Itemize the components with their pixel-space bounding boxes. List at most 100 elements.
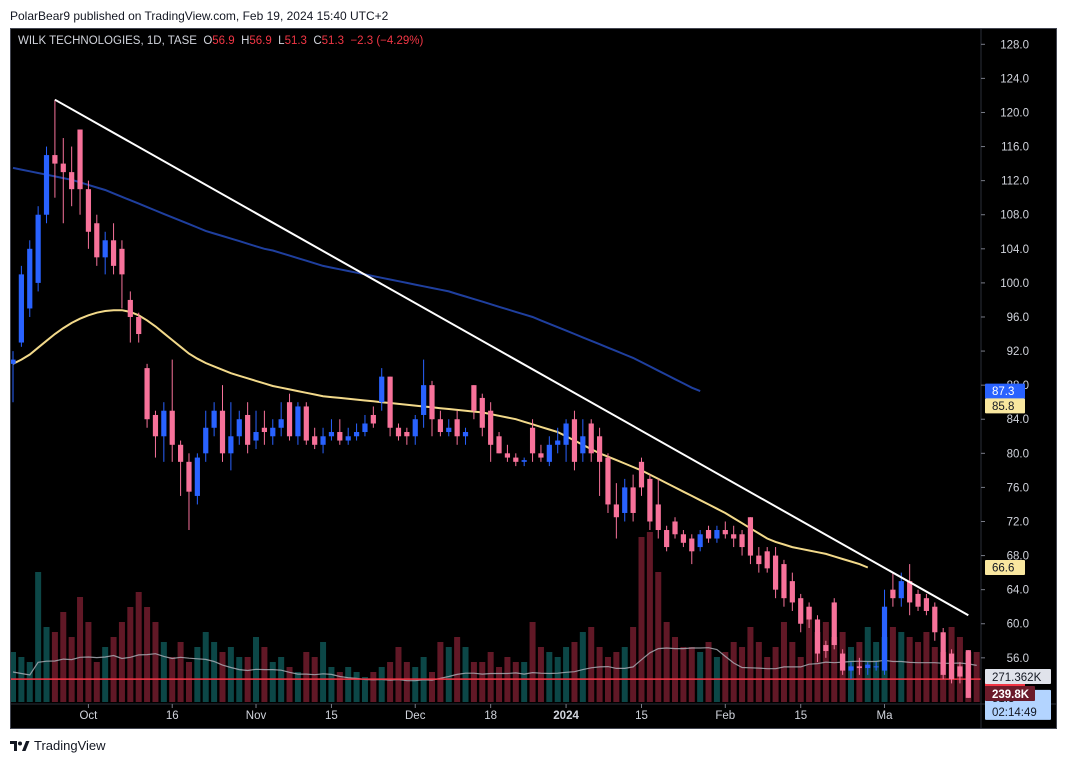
volume-bar xyxy=(588,627,595,702)
volume-bar xyxy=(77,597,84,702)
symbol-name: WILK TECHNOLOGIES, 1D, TASE xyxy=(18,35,197,47)
volume-bar xyxy=(328,667,335,702)
candle-body xyxy=(655,504,661,531)
volume-bar xyxy=(60,612,67,702)
candle-body xyxy=(823,645,829,652)
volume-bar xyxy=(772,647,779,702)
candle-body xyxy=(630,487,636,513)
candle-body xyxy=(387,376,393,428)
candle-body xyxy=(312,436,318,445)
close-value: 51.3 xyxy=(321,35,345,47)
volume-bar xyxy=(462,647,469,702)
candle-body xyxy=(278,419,284,428)
volume-bar xyxy=(487,652,494,702)
volume-bar xyxy=(688,647,695,702)
open-value: 56.9 xyxy=(212,35,235,47)
candle-body xyxy=(211,410,217,428)
volume-bar xyxy=(621,647,628,702)
x-tick-label: 15 xyxy=(635,710,648,722)
x-tick-label: 16 xyxy=(166,710,179,722)
volume-bar xyxy=(127,607,134,702)
candle-body xyxy=(948,653,955,680)
volume-bar xyxy=(722,652,729,702)
candle-body xyxy=(437,419,443,433)
x-tick-label: Dec xyxy=(405,710,426,722)
volume-bar xyxy=(923,632,930,702)
candle-body xyxy=(102,240,108,258)
volume-bar xyxy=(227,647,234,702)
sma-fast-price-tag-bg xyxy=(985,560,1025,576)
candle-body xyxy=(496,436,502,454)
candle-body xyxy=(337,432,343,441)
candle-body xyxy=(504,453,511,458)
candle-body xyxy=(781,564,787,599)
x-tick-label: Ma xyxy=(877,710,894,722)
countdown-tag: 02:14:49 xyxy=(992,707,1037,719)
y-tick-label: 68.0 xyxy=(1007,551,1029,563)
candle-body xyxy=(161,410,167,437)
candle-body xyxy=(580,436,586,454)
sma-fast-upper-price-tag: 85.8 xyxy=(992,401,1014,413)
low-label: L xyxy=(278,35,285,47)
y-tick-label: 64.0 xyxy=(1007,585,1029,597)
trendline xyxy=(54,98,969,617)
candle-body xyxy=(119,248,125,275)
volume-bar xyxy=(336,672,343,702)
volume-bar xyxy=(806,607,813,702)
volume-bar xyxy=(51,632,58,702)
tradingview-footer: TradingView xyxy=(10,736,106,756)
y-tick-label: 72.0 xyxy=(1007,516,1029,528)
candle-body xyxy=(915,593,921,607)
candlestick-chart[interactable]: 56.060.064.068.072.076.080.084.088.092.0… xyxy=(11,29,1056,728)
candle-body xyxy=(605,457,611,505)
volume-bar xyxy=(496,667,503,702)
volume-bar xyxy=(613,652,620,702)
candle-body xyxy=(127,299,133,317)
candle-body xyxy=(714,530,720,539)
candle-body xyxy=(136,316,142,335)
candle-body xyxy=(219,410,226,454)
candle-body xyxy=(152,414,159,437)
volume-bar xyxy=(563,647,570,702)
candle-body xyxy=(680,534,686,543)
volume-bar xyxy=(85,622,92,702)
volume-bar xyxy=(202,632,209,702)
candle-body xyxy=(228,436,234,454)
chart-pane[interactable]: WILK TECHNOLOGIES, 1D, TASE O56.9 H56.9 … xyxy=(10,28,1057,729)
y-tick-label: 116.0 xyxy=(1001,142,1029,154)
volume-bar xyxy=(135,592,142,702)
candle-body xyxy=(965,650,971,698)
candle-body xyxy=(454,419,460,437)
volume-bar xyxy=(512,662,519,702)
candle-body xyxy=(43,155,50,215)
change-value: −2.3 (−4.29%) xyxy=(350,35,424,47)
volume-ma-tag: 271.362K xyxy=(992,672,1042,684)
volume-bar xyxy=(185,662,192,702)
candle-body xyxy=(462,432,469,437)
candle-body xyxy=(571,419,578,462)
volume-bar xyxy=(680,647,687,702)
volume-bar xyxy=(789,642,796,702)
volume-bar xyxy=(973,652,980,702)
candle-body xyxy=(806,606,812,620)
y-tick-label: 92.0 xyxy=(1007,346,1029,358)
candle-body xyxy=(521,460,527,462)
candle-body xyxy=(555,440,561,445)
candle-body xyxy=(35,214,41,283)
x-tick-label: 18 xyxy=(484,710,497,722)
candle-body xyxy=(873,666,879,668)
candle-body xyxy=(69,172,75,190)
candle-body xyxy=(840,653,846,671)
volume-bar xyxy=(705,642,712,702)
y-tick-label: 112.0 xyxy=(1001,176,1029,188)
candle-body xyxy=(270,427,276,437)
candle-body xyxy=(421,385,427,415)
volume-bar xyxy=(429,672,435,702)
volume-bar xyxy=(521,662,528,702)
candle-body xyxy=(622,487,628,513)
y-tick-label: 108.0 xyxy=(1000,210,1029,222)
y-tick-label: 80.0 xyxy=(1007,448,1029,460)
volume-bar xyxy=(697,652,704,702)
candle-body xyxy=(253,432,259,441)
candle-body xyxy=(529,427,536,454)
